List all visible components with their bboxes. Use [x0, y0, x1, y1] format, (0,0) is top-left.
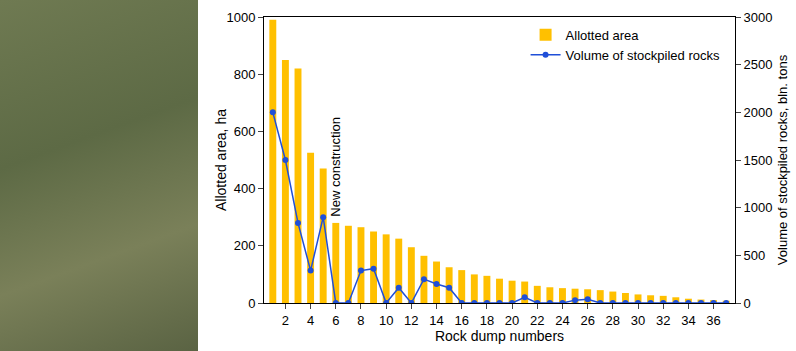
- svg-text:12: 12: [404, 313, 418, 328]
- svg-text:New construction: New construction: [328, 117, 343, 217]
- svg-text:2500: 2500: [744, 57, 773, 72]
- svg-text:28: 28: [606, 313, 620, 328]
- svg-text:30: 30: [631, 313, 645, 328]
- svg-text:10: 10: [379, 313, 393, 328]
- svg-text:800: 800: [234, 67, 256, 82]
- svg-text:8: 8: [357, 313, 364, 328]
- svg-text:Allotted area, ha: Allotted area, ha: [213, 109, 229, 211]
- svg-text:Allotted area: Allotted area: [566, 28, 640, 43]
- svg-text:600: 600: [234, 124, 256, 139]
- svg-text:Volume of stockpiled rocks: Volume of stockpiled rocks: [566, 48, 720, 63]
- svg-text:400: 400: [234, 181, 256, 196]
- svg-text:200: 200: [234, 238, 256, 253]
- svg-text:1500: 1500: [744, 153, 773, 168]
- svg-text:36: 36: [706, 313, 720, 328]
- svg-text:18: 18: [480, 313, 494, 328]
- svg-text:0: 0: [744, 296, 751, 311]
- svg-text:3000: 3000: [744, 10, 773, 25]
- svg-text:1000: 1000: [226, 10, 255, 25]
- svg-text:14: 14: [429, 313, 443, 328]
- svg-text:32: 32: [656, 313, 670, 328]
- svg-text:Volume of stockpiled rocks, bl: Volume of stockpiled rocks, bln. tons: [775, 54, 790, 265]
- svg-text:2: 2: [282, 313, 289, 328]
- svg-text:2000: 2000: [744, 105, 773, 120]
- svg-text:34: 34: [681, 313, 695, 328]
- svg-text:Rock dump numbers: Rock dump numbers: [435, 328, 564, 344]
- svg-text:6: 6: [332, 313, 339, 328]
- svg-text:22: 22: [530, 313, 544, 328]
- svg-text:26: 26: [580, 313, 594, 328]
- svg-text:24: 24: [555, 313, 569, 328]
- svg-text:20: 20: [505, 313, 519, 328]
- svg-text:500: 500: [744, 248, 766, 263]
- svg-text:1000: 1000: [744, 200, 773, 215]
- svg-text:4: 4: [307, 313, 314, 328]
- svg-text:0: 0: [248, 296, 255, 311]
- svg-text:16: 16: [454, 313, 468, 328]
